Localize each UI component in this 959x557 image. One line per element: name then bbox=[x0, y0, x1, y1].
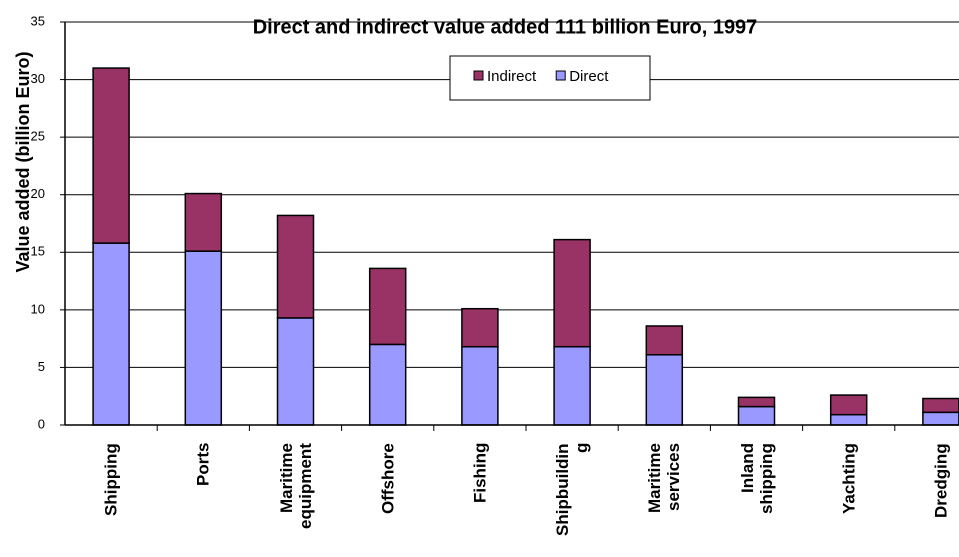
bar-segment bbox=[645, 325, 684, 356]
bar-segment bbox=[276, 214, 315, 319]
bar-segment bbox=[645, 354, 684, 426]
y-tick-label: 0 bbox=[38, 416, 45, 431]
legend-label: Indirect bbox=[487, 68, 537, 85]
bar-segment bbox=[829, 394, 868, 416]
bar-segment bbox=[276, 317, 315, 426]
bar-segment bbox=[829, 413, 868, 426]
x-tick-label: Maritime equipment bbox=[276, 443, 315, 529]
bar-segment bbox=[553, 345, 591, 426]
y-axis-title: Value added (billion Euro) bbox=[13, 51, 33, 272]
x-tick-label: Ports bbox=[193, 443, 213, 487]
bar-segment bbox=[461, 307, 499, 348]
legend-swatch bbox=[555, 70, 566, 81]
bar-segment bbox=[92, 67, 130, 244]
bar-segment bbox=[922, 397, 959, 414]
y-tick-label: 10 bbox=[31, 301, 45, 316]
bar-segment bbox=[92, 242, 130, 426]
bar-segment bbox=[461, 345, 499, 426]
bar-segment bbox=[368, 267, 407, 346]
chart-title: Direct and indirect value added 111 bill… bbox=[253, 16, 758, 38]
y-tick-label: 15 bbox=[31, 244, 45, 259]
x-tick-label: Offshore bbox=[378, 443, 398, 514]
x-tick-label: Shipping bbox=[101, 443, 121, 516]
bar-segment bbox=[737, 396, 776, 408]
legend-label: Direct bbox=[569, 68, 609, 85]
x-tick-label: Inland shipping bbox=[737, 443, 776, 514]
y-tick-label: 35 bbox=[31, 13, 45, 28]
bar-segment bbox=[184, 192, 223, 252]
bar-segment bbox=[737, 405, 776, 426]
y-tick-label: 5 bbox=[38, 359, 45, 374]
x-tick-label: Yachting bbox=[839, 443, 859, 514]
bar-segment bbox=[184, 250, 223, 426]
x-tick-label: Dredging bbox=[931, 443, 951, 518]
y-tick-label: 30 bbox=[31, 71, 45, 86]
y-tick-label: 20 bbox=[31, 186, 45, 201]
bar-segment bbox=[368, 343, 407, 426]
legend-swatch bbox=[473, 70, 484, 81]
bar-segment bbox=[553, 238, 591, 348]
y-tick-label: 25 bbox=[31, 129, 45, 144]
bar-segment bbox=[922, 411, 959, 426]
x-tick-label: Fishing bbox=[470, 443, 490, 504]
x-tick-label: Shipbuildin g bbox=[553, 443, 592, 536]
x-tick-label: Maritime services bbox=[645, 443, 684, 513]
